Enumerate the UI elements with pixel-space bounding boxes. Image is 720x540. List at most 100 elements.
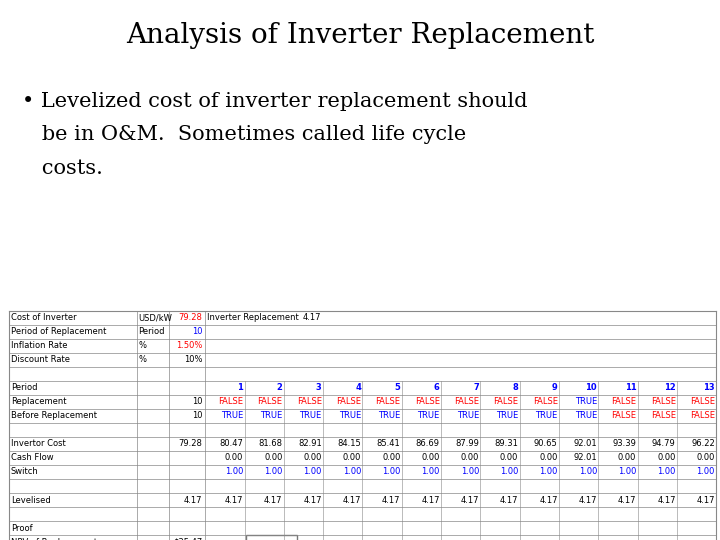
Text: 8: 8: [513, 383, 518, 392]
Text: TRUE: TRUE: [378, 411, 400, 420]
Text: 79.28: 79.28: [179, 313, 202, 322]
Text: TRUE: TRUE: [339, 411, 361, 420]
Text: TRUE: TRUE: [300, 411, 322, 420]
Text: Proof: Proof: [11, 524, 32, 532]
Text: TRUE: TRUE: [496, 411, 518, 420]
Text: USD/kW: USD/kW: [138, 313, 172, 322]
Text: FALSE: FALSE: [375, 397, 400, 406]
Text: 0.00: 0.00: [539, 454, 558, 462]
Text: 4.17: 4.17: [343, 496, 361, 504]
Text: FALSE: FALSE: [415, 397, 440, 406]
Text: 10: 10: [192, 397, 202, 406]
Text: 1.00: 1.00: [225, 468, 243, 476]
Text: FALSE: FALSE: [651, 397, 675, 406]
Text: 82.91: 82.91: [298, 440, 322, 448]
Text: 4.17: 4.17: [382, 496, 400, 504]
Text: 4.17: 4.17: [618, 496, 636, 504]
Text: Inflation Rate: Inflation Rate: [11, 341, 67, 350]
Text: TRUE: TRUE: [456, 411, 479, 420]
Text: %: %: [138, 341, 146, 350]
Text: FALSE: FALSE: [454, 397, 479, 406]
Text: 1.00: 1.00: [539, 468, 558, 476]
Text: 10: 10: [192, 411, 202, 420]
Text: 4.17: 4.17: [696, 496, 715, 504]
Text: 96.22: 96.22: [691, 440, 715, 448]
Text: 0.00: 0.00: [500, 454, 518, 462]
Text: 84.15: 84.15: [337, 440, 361, 448]
Text: Cash Flow: Cash Flow: [11, 454, 53, 462]
Text: 1.00: 1.00: [696, 468, 715, 476]
Text: 0.00: 0.00: [264, 454, 282, 462]
Text: 90.65: 90.65: [534, 440, 558, 448]
Text: Analysis of Inverter Replacement: Analysis of Inverter Replacement: [126, 22, 594, 49]
Text: 0.00: 0.00: [225, 454, 243, 462]
Text: 4.17: 4.17: [184, 496, 202, 504]
Text: 4.17: 4.17: [303, 496, 322, 504]
Text: 4: 4: [355, 383, 361, 392]
Text: • Levelized cost of inverter replacement should: • Levelized cost of inverter replacement…: [22, 92, 527, 111]
Text: 10: 10: [192, 327, 202, 336]
Text: FALSE: FALSE: [690, 397, 715, 406]
Text: 4.17: 4.17: [302, 313, 321, 322]
Text: 85.41: 85.41: [377, 440, 400, 448]
Text: TRUE: TRUE: [536, 411, 558, 420]
Text: 94.79: 94.79: [652, 440, 675, 448]
Text: 86.69: 86.69: [415, 440, 440, 448]
Text: 10: 10: [585, 383, 597, 392]
Text: Switch: Switch: [11, 468, 39, 476]
Text: 9: 9: [552, 383, 558, 392]
Text: Period: Period: [11, 383, 37, 392]
Text: 92.01: 92.01: [573, 440, 597, 448]
Text: 3: 3: [316, 383, 322, 392]
Text: FALSE: FALSE: [651, 411, 675, 420]
Text: TRUE: TRUE: [260, 411, 282, 420]
Text: 1.00: 1.00: [343, 468, 361, 476]
Text: FALSE: FALSE: [218, 397, 243, 406]
Text: 1.00: 1.00: [421, 468, 440, 476]
Text: 4.17: 4.17: [539, 496, 558, 504]
Text: TRUE: TRUE: [575, 397, 597, 406]
Text: 6: 6: [434, 383, 440, 392]
Text: 1.00: 1.00: [579, 468, 597, 476]
Text: 1.50%: 1.50%: [176, 341, 202, 350]
Text: 7: 7: [473, 383, 479, 392]
Text: 2: 2: [276, 383, 282, 392]
Text: %: %: [138, 355, 146, 364]
Text: 11: 11: [624, 383, 636, 392]
Text: FALSE: FALSE: [336, 397, 361, 406]
Text: 1.00: 1.00: [461, 468, 479, 476]
Text: FALSE: FALSE: [493, 397, 518, 406]
Text: 1.00: 1.00: [303, 468, 322, 476]
Text: FALSE: FALSE: [611, 397, 636, 406]
Text: 4.17: 4.17: [421, 496, 440, 504]
Text: 0.00: 0.00: [696, 454, 715, 462]
Text: 0.00: 0.00: [461, 454, 479, 462]
Text: FALSE: FALSE: [297, 397, 322, 406]
Text: TRUE: TRUE: [575, 411, 597, 420]
Text: 1.00: 1.00: [500, 468, 518, 476]
Text: costs.: costs.: [22, 159, 102, 178]
Text: FALSE: FALSE: [611, 411, 636, 420]
Text: Inverter Replacement: Inverter Replacement: [207, 313, 298, 322]
Text: Before Replacement: Before Replacement: [11, 411, 96, 420]
Text: Period: Period: [138, 327, 165, 336]
Text: 0.00: 0.00: [303, 454, 322, 462]
Text: Replacement: Replacement: [11, 397, 66, 406]
Text: 87.99: 87.99: [455, 440, 479, 448]
Bar: [246, 535, 297, 540]
Text: NPV of Replacement: NPV of Replacement: [11, 538, 97, 540]
Text: 1: 1: [237, 383, 243, 392]
Text: 0.00: 0.00: [382, 454, 400, 462]
Text: 4.17: 4.17: [225, 496, 243, 504]
Text: 4.17: 4.17: [461, 496, 479, 504]
Text: 0.00: 0.00: [343, 454, 361, 462]
Text: 1.00: 1.00: [657, 468, 675, 476]
Text: Invertor Cost: Invertor Cost: [11, 440, 66, 448]
Text: Period of Replacement: Period of Replacement: [11, 327, 106, 336]
Text: 0.00: 0.00: [421, 454, 440, 462]
Text: be in O&M.  Sometimes called life cycle: be in O&M. Sometimes called life cycle: [22, 125, 466, 144]
Text: 1.00: 1.00: [618, 468, 636, 476]
Text: 80.47: 80.47: [219, 440, 243, 448]
Text: 0.00: 0.00: [618, 454, 636, 462]
Text: 4.17: 4.17: [578, 496, 597, 504]
